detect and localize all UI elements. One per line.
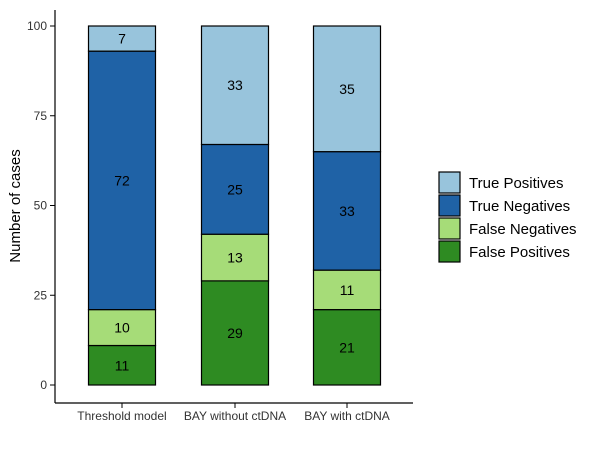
x-tick-label: BAY without ctDNA [184,409,286,423]
bar-value-label: 25 [227,181,243,197]
legend-swatch [438,240,461,263]
bar-value-label: 11 [115,357,130,373]
bar-value-label: 35 [339,81,355,97]
bar-value-label: 13 [227,250,243,266]
bar-segment [312,309,382,386]
x-tick-label: Threshold model [77,409,166,423]
legend-label: True Negatives [469,198,570,215]
bar-value-label: 11 [340,282,355,298]
y-tick-label: 0 [40,378,47,392]
bar-segment [200,25,270,146]
bar-value-label: 10 [114,320,130,336]
legend: True Positives True Negatives False Negati… [438,171,577,263]
bar-value-label: 7 [118,31,126,47]
bar-segment [312,151,382,271]
bar-segment [87,344,157,386]
bar-segment [200,233,270,282]
bar-segment [312,269,382,311]
x-tick-label: BAY with ctDNA [304,409,390,423]
legend-swatch [438,171,461,194]
y-tick-label: 75 [34,109,48,123]
bar-segment [312,25,382,153]
bar-segment [200,143,270,235]
y-tick-label: 50 [34,199,48,213]
bar-labels-group: 11 10 72 7 29 13 25 33 21 11 33 35 [114,31,355,374]
x-ticks-group: Threshold model BAY without ctDNA BAY with… [77,403,390,423]
bar-value-label: 29 [227,325,243,341]
bar-value-label: 33 [339,203,355,219]
axes-group [54,10,413,404]
bar-value-label: 72 [114,172,130,188]
y-ticks-group: 0 25 50 75 100 [27,19,55,392]
bar-segment [87,309,157,347]
legend-label: False Positives [469,244,570,261]
bar-value-label: 33 [227,77,243,93]
bar-segment [87,25,157,52]
y-tick-label: 100 [27,19,47,33]
bars-group [87,25,382,386]
legend-swatch [438,217,461,240]
bar-segment [200,280,270,386]
y-axis-title: Number of cases [7,149,24,262]
y-tick-label: 25 [34,288,48,302]
legend-swatch [438,194,461,217]
bar-value-label: 21 [339,339,355,355]
legend-label: False Negatives [469,221,577,238]
legend-label: True Positives [469,175,563,192]
